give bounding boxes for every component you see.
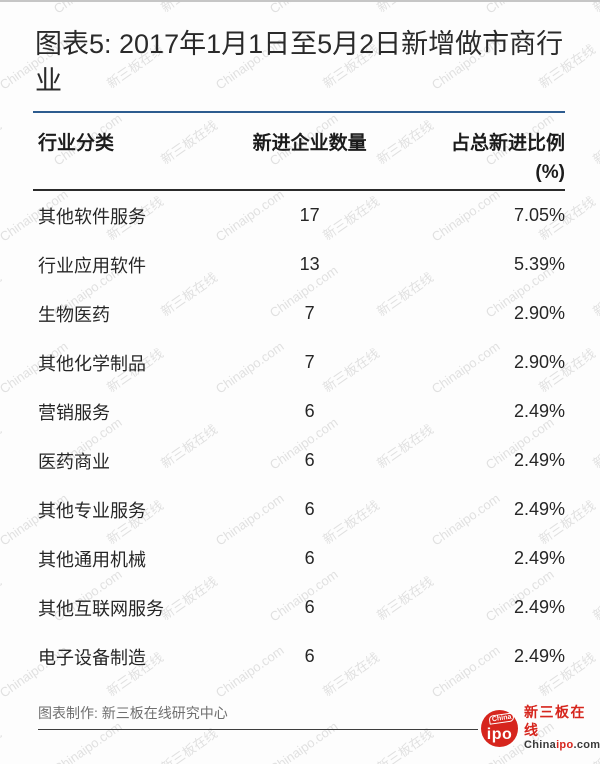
top-divider — [0, 0, 600, 2]
logo-url: Chinaipo.com — [524, 739, 600, 753]
header-percent: 占总新进比例 (%) — [395, 129, 565, 187]
percent-cell: 2.49% — [513, 499, 565, 519]
table-header-row: 行业分类 新进企业数量 占总新进比例 (%) — [33, 129, 565, 187]
logo-url-suffix: .com — [573, 739, 600, 751]
industry-cell: 其他通用机械 — [38, 549, 146, 570]
percent-cell: 2.90% — [513, 352, 565, 372]
header-percent-line1: 占总新进比例 — [450, 133, 565, 154]
table-row: 其他化学制品 7 2.90% — [33, 338, 565, 387]
count-cell: 7 — [304, 303, 315, 323]
logo-text: 新三板在线 Chinaipo.com — [524, 704, 600, 753]
chinaipo-badge-icon: China ipo — [481, 709, 518, 747]
percent-cell: 2.49% — [513, 548, 565, 568]
badge-china-label: China — [488, 712, 515, 725]
industry-cell: 营销服务 — [38, 402, 110, 423]
logo-name-cn: 新三板在线 — [524, 704, 586, 738]
percent-cell: 2.49% — [513, 450, 565, 470]
source-note: 图表制作: 新三板在线研究中心 — [38, 705, 228, 721]
count-cell: 6 — [304, 548, 315, 568]
count-cell: 17 — [299, 205, 320, 225]
header-divider — [33, 189, 565, 191]
percent-cell: 7.05% — [513, 205, 565, 225]
industry-cell: 其他专业服务 — [38, 500, 146, 521]
percent-cell: 2.49% — [513, 646, 565, 666]
count-cell: 6 — [304, 450, 315, 470]
table-body: 其他软件服务 17 7.05% 行业应用软件 13 5.39% 生物医药 7 2.90% 其他化学… — [33, 191, 565, 681]
industry-cell: 行业应用软件 — [38, 255, 146, 276]
logo-url-mid: ipo — [556, 739, 574, 751]
table-row: 医药商业 6 2.49% — [33, 436, 565, 485]
table-row: 其他专业服务 6 2.49% — [33, 485, 565, 534]
table-row: 其他互联网服务 6 2.49% — [33, 583, 565, 632]
table-row: 其他软件服务 17 7.05% — [33, 191, 565, 240]
industry-cell: 生物医药 — [38, 304, 110, 325]
percent-cell: 2.90% — [513, 303, 565, 323]
industry-cell: 其他互联网服务 — [38, 598, 164, 619]
logo-url-prefix: China — [524, 739, 557, 751]
industry-cell: 其他化学制品 — [38, 353, 146, 374]
count-cell: 6 — [304, 646, 315, 666]
percent-cell: 2.49% — [513, 597, 565, 617]
title-rule — [33, 111, 565, 113]
count-cell: 13 — [299, 254, 320, 274]
table-row: 生物医药 7 2.90% — [33, 289, 565, 338]
table-row: 营销服务 6 2.49% — [33, 387, 565, 436]
chinaipo-logo: China ipo 新三板在线 Chinaipo.com — [481, 704, 600, 753]
footer-divider — [38, 729, 478, 730]
badge-ipo-label: ipo — [486, 725, 513, 743]
percent-cell: 2.49% — [513, 401, 565, 421]
table-row: 行业应用软件 13 5.39% — [33, 240, 565, 289]
industry-cell: 医药商业 — [38, 451, 110, 472]
header-count: 新进企业数量 — [252, 133, 367, 154]
count-cell: 7 — [304, 352, 315, 372]
count-cell: 6 — [304, 499, 315, 519]
industry-cell: 其他软件服务 — [38, 206, 146, 227]
table-row: 电子设备制造 6 2.49% — [33, 632, 565, 681]
count-cell: 6 — [304, 401, 315, 421]
figure-title: 图表5: 2017年1月1日至5月2日新增做市商行业 — [35, 29, 564, 96]
count-cell: 6 — [304, 597, 315, 617]
industry-cell: 电子设备制造 — [38, 647, 146, 668]
percent-cell: 5.39% — [513, 254, 565, 274]
header-industry: 行业分类 — [38, 133, 115, 154]
header-percent-line2: (%) — [535, 162, 565, 183]
table-row: 其他通用机械 6 2.49% — [33, 534, 565, 583]
